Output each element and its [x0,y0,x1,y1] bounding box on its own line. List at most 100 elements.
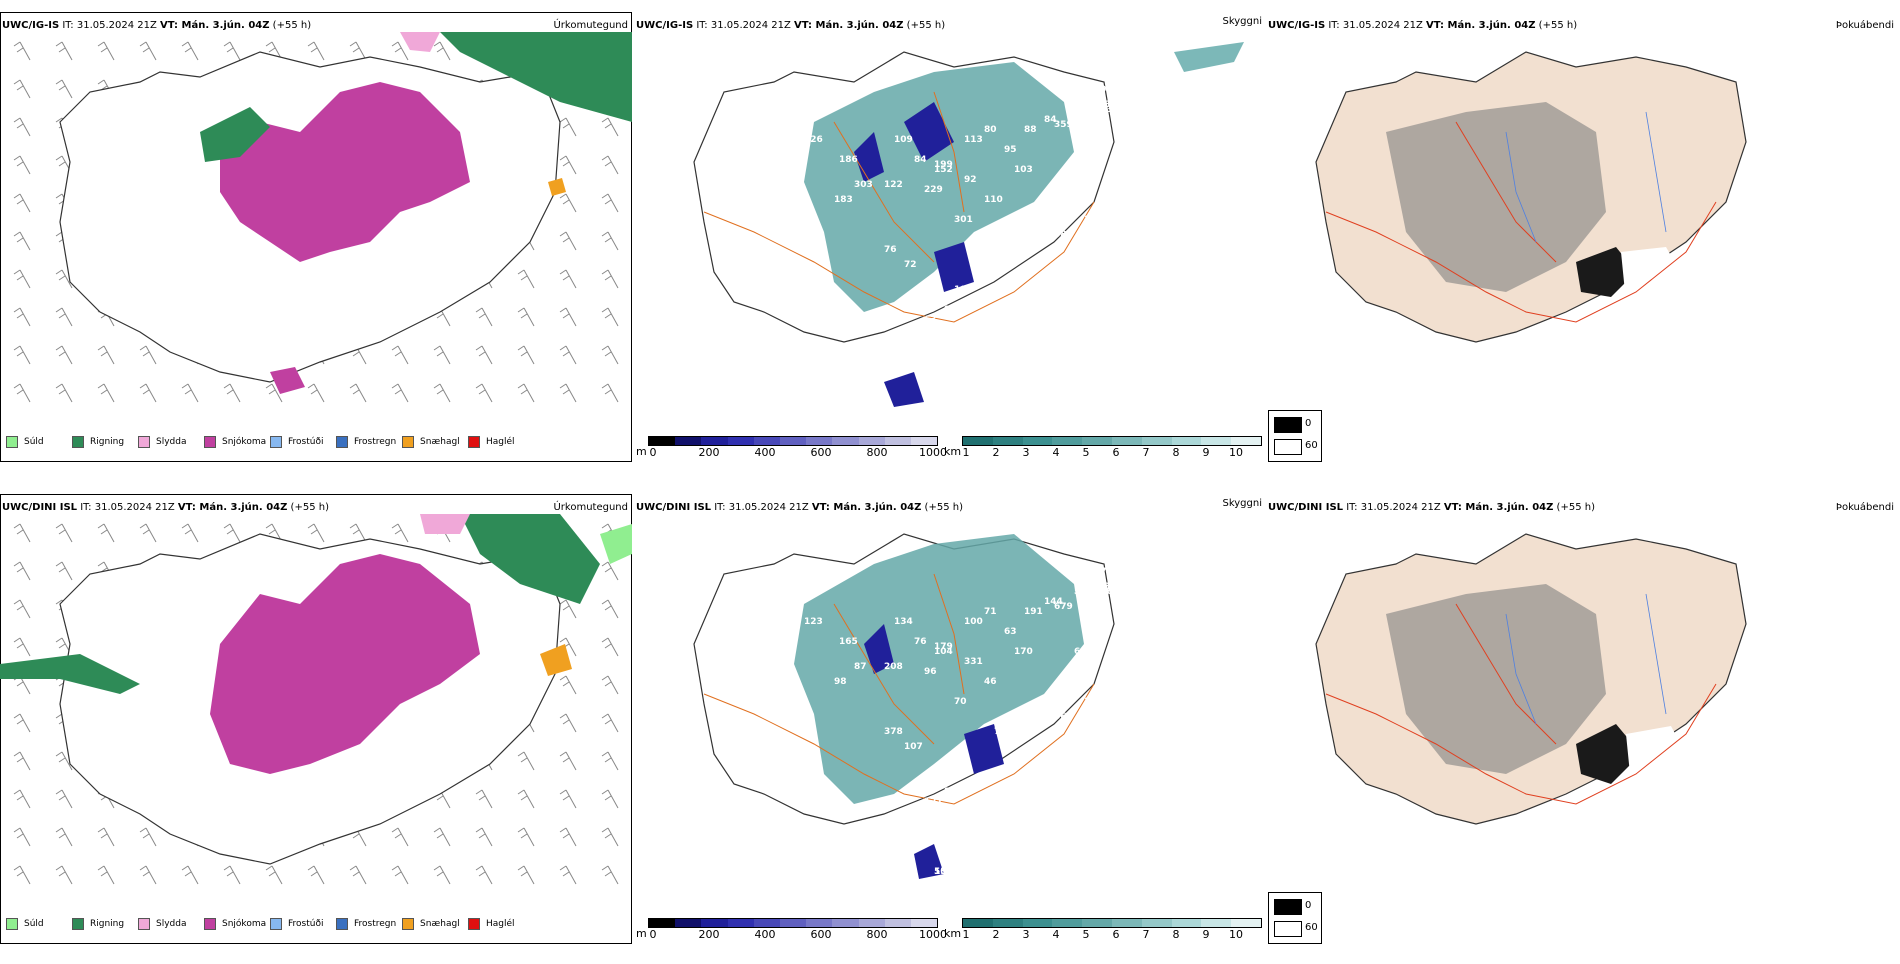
legend-item: Haglél [468,436,534,448]
colorbar-tick: 8 [1172,928,1180,941]
wind-barb [13,269,31,289]
cloud-base-label: 378 [884,727,903,737]
legend-item: Frostregn [336,436,402,448]
visibility-colorbar: 1 2 3 4 5 6 7 8 9 10 km [944,918,1262,942]
fog-dark-area [1386,584,1606,774]
legend-label: Rigning [90,437,125,447]
colorbar-ticks: 1 2 3 4 5 6 7 8 9 10 [962,446,1262,460]
fog-legend-swatch [1274,899,1302,915]
graupel-area [548,178,566,196]
fog-legend-swatch [1274,921,1302,937]
wind-barb [349,41,367,61]
colorbar-tick: 2 [992,446,1000,459]
cloud-base-label: 72 [954,847,967,857]
wind-barb [517,269,535,289]
fog-map [1315,51,1747,343]
cloud-base-label: 46 [984,677,997,687]
wind-barb [13,79,31,99]
cloud-base-areas [854,102,974,407]
graupel-area [540,644,572,676]
wind-barb [517,307,535,327]
legend-swatch [6,436,18,448]
wind-barb [13,383,31,403]
colorbar-tick: 1 [962,928,970,941]
cloud-base-label: 36 [1054,712,1067,722]
legend-item: Slydda [138,436,204,448]
colorbar-tick: 600 [810,446,832,459]
wind-barb [13,827,31,847]
colorbar-cell [1022,437,1053,445]
row-top: UWC/IG-IS IT: 31.05.2024 21Z VT: Mán. 3.… [0,12,1900,482]
wind-barb [55,269,73,289]
cloud-base-colorbar: 0 200 400 600 800 1000 m [636,436,947,460]
wind-barb [97,523,115,543]
cloud-base-label: 152 [934,165,953,175]
wind-barb [55,345,73,365]
sleet-area [420,514,470,534]
wind-barb [601,345,619,365]
cloud-base-label: 144 [1044,597,1063,607]
colorbar-cell [727,437,754,445]
legend-item: Snjókoma [204,918,270,930]
visibility-colorbar: 1 2 3 4 5 6 7 8 9 10 km [944,436,1262,460]
wind-barb [307,523,325,543]
precip-legend: Súld Rigning Slydda Snjókoma Frostúði Frostre… [6,918,534,930]
cloud-base-label: 98 [834,677,847,687]
cloud-base-label: 79 [1004,275,1017,285]
fog-legend-label: 60 [1305,440,1318,451]
legend-item: Snjókoma [204,436,270,448]
cloud-base-label: 80 [984,125,997,135]
colorbar-cell [1052,919,1083,927]
wind-barb [223,523,241,543]
cloud-base-label: 84 [1004,757,1017,767]
colorbar-cell [992,437,1023,445]
snow-areas [220,82,470,262]
cloud-base-label: 88 [1024,125,1037,135]
wind-barb [601,675,619,695]
legend-item: Frostúði [270,918,336,930]
cloud-base-colorbar: 0 200 400 600 800 1000 m [636,918,947,942]
cloud-base-label: 159 [1124,637,1143,647]
colorbar-cell [727,919,754,927]
wind-barb [559,155,577,175]
colorbar-tick: 200 [698,446,720,459]
cloud-base-label: 199 [934,160,953,170]
wind-barb [601,637,619,657]
panel-header: UWC/DINI ISL IT: 31.05.2024 21Z VT: Mán.… [636,502,963,513]
fog-panel: UWC/IG-IS IT: 31.05.2024 21Z VT: Mán. 3.… [1266,12,1898,462]
cloud-base-label: 292 [1104,180,1123,190]
legend-label: Slydda [156,437,187,447]
cloud-base-label: 63 [1004,627,1017,637]
wind-barb [13,155,31,175]
cloud-base-label: 124 [1084,697,1103,707]
cloud-base-label: 95 [1004,145,1017,155]
cloud-base-label: 84 [1044,115,1057,125]
cloud-base-label: 146 [774,587,793,597]
wind-barb [517,345,535,365]
wind-barb [559,345,577,365]
colorbar-ramp [962,436,1262,446]
cloud-map: 1011261863031831098415211380951999211010… [693,42,1244,407]
fog-legend: 0 60 [1268,892,1322,944]
wind-barb [349,383,367,403]
wind-barb [181,41,199,61]
colorbar-tick: 1 [962,446,970,459]
cloud-base-label: 71 [984,607,997,617]
legend-swatch [402,918,414,930]
wind-barb [13,117,31,137]
wind-barb [13,865,31,885]
fog-black-area [1576,724,1641,784]
precip-type-panel: UWC/IG-IS IT: 31.05.2024 21Z VT: Mán. 3.… [0,12,632,462]
wind-barb [559,827,577,847]
cloud-base-label: 101 [1034,295,1053,305]
legend-swatch [6,918,18,930]
cloud-base-label: 359 [1054,120,1073,130]
colorbar-tick: 7 [1142,446,1150,459]
wind-barb [601,231,619,251]
legend-label: Snjókoma [222,919,267,929]
legend-item: Súld [6,436,72,448]
cloud-visibility-panel: 101 126 186 303 183 109 84 152 113 80 95 199 92 110 10… [634,12,1266,462]
cloud-base-label: 68 [934,345,947,355]
wind-barb [517,751,535,771]
